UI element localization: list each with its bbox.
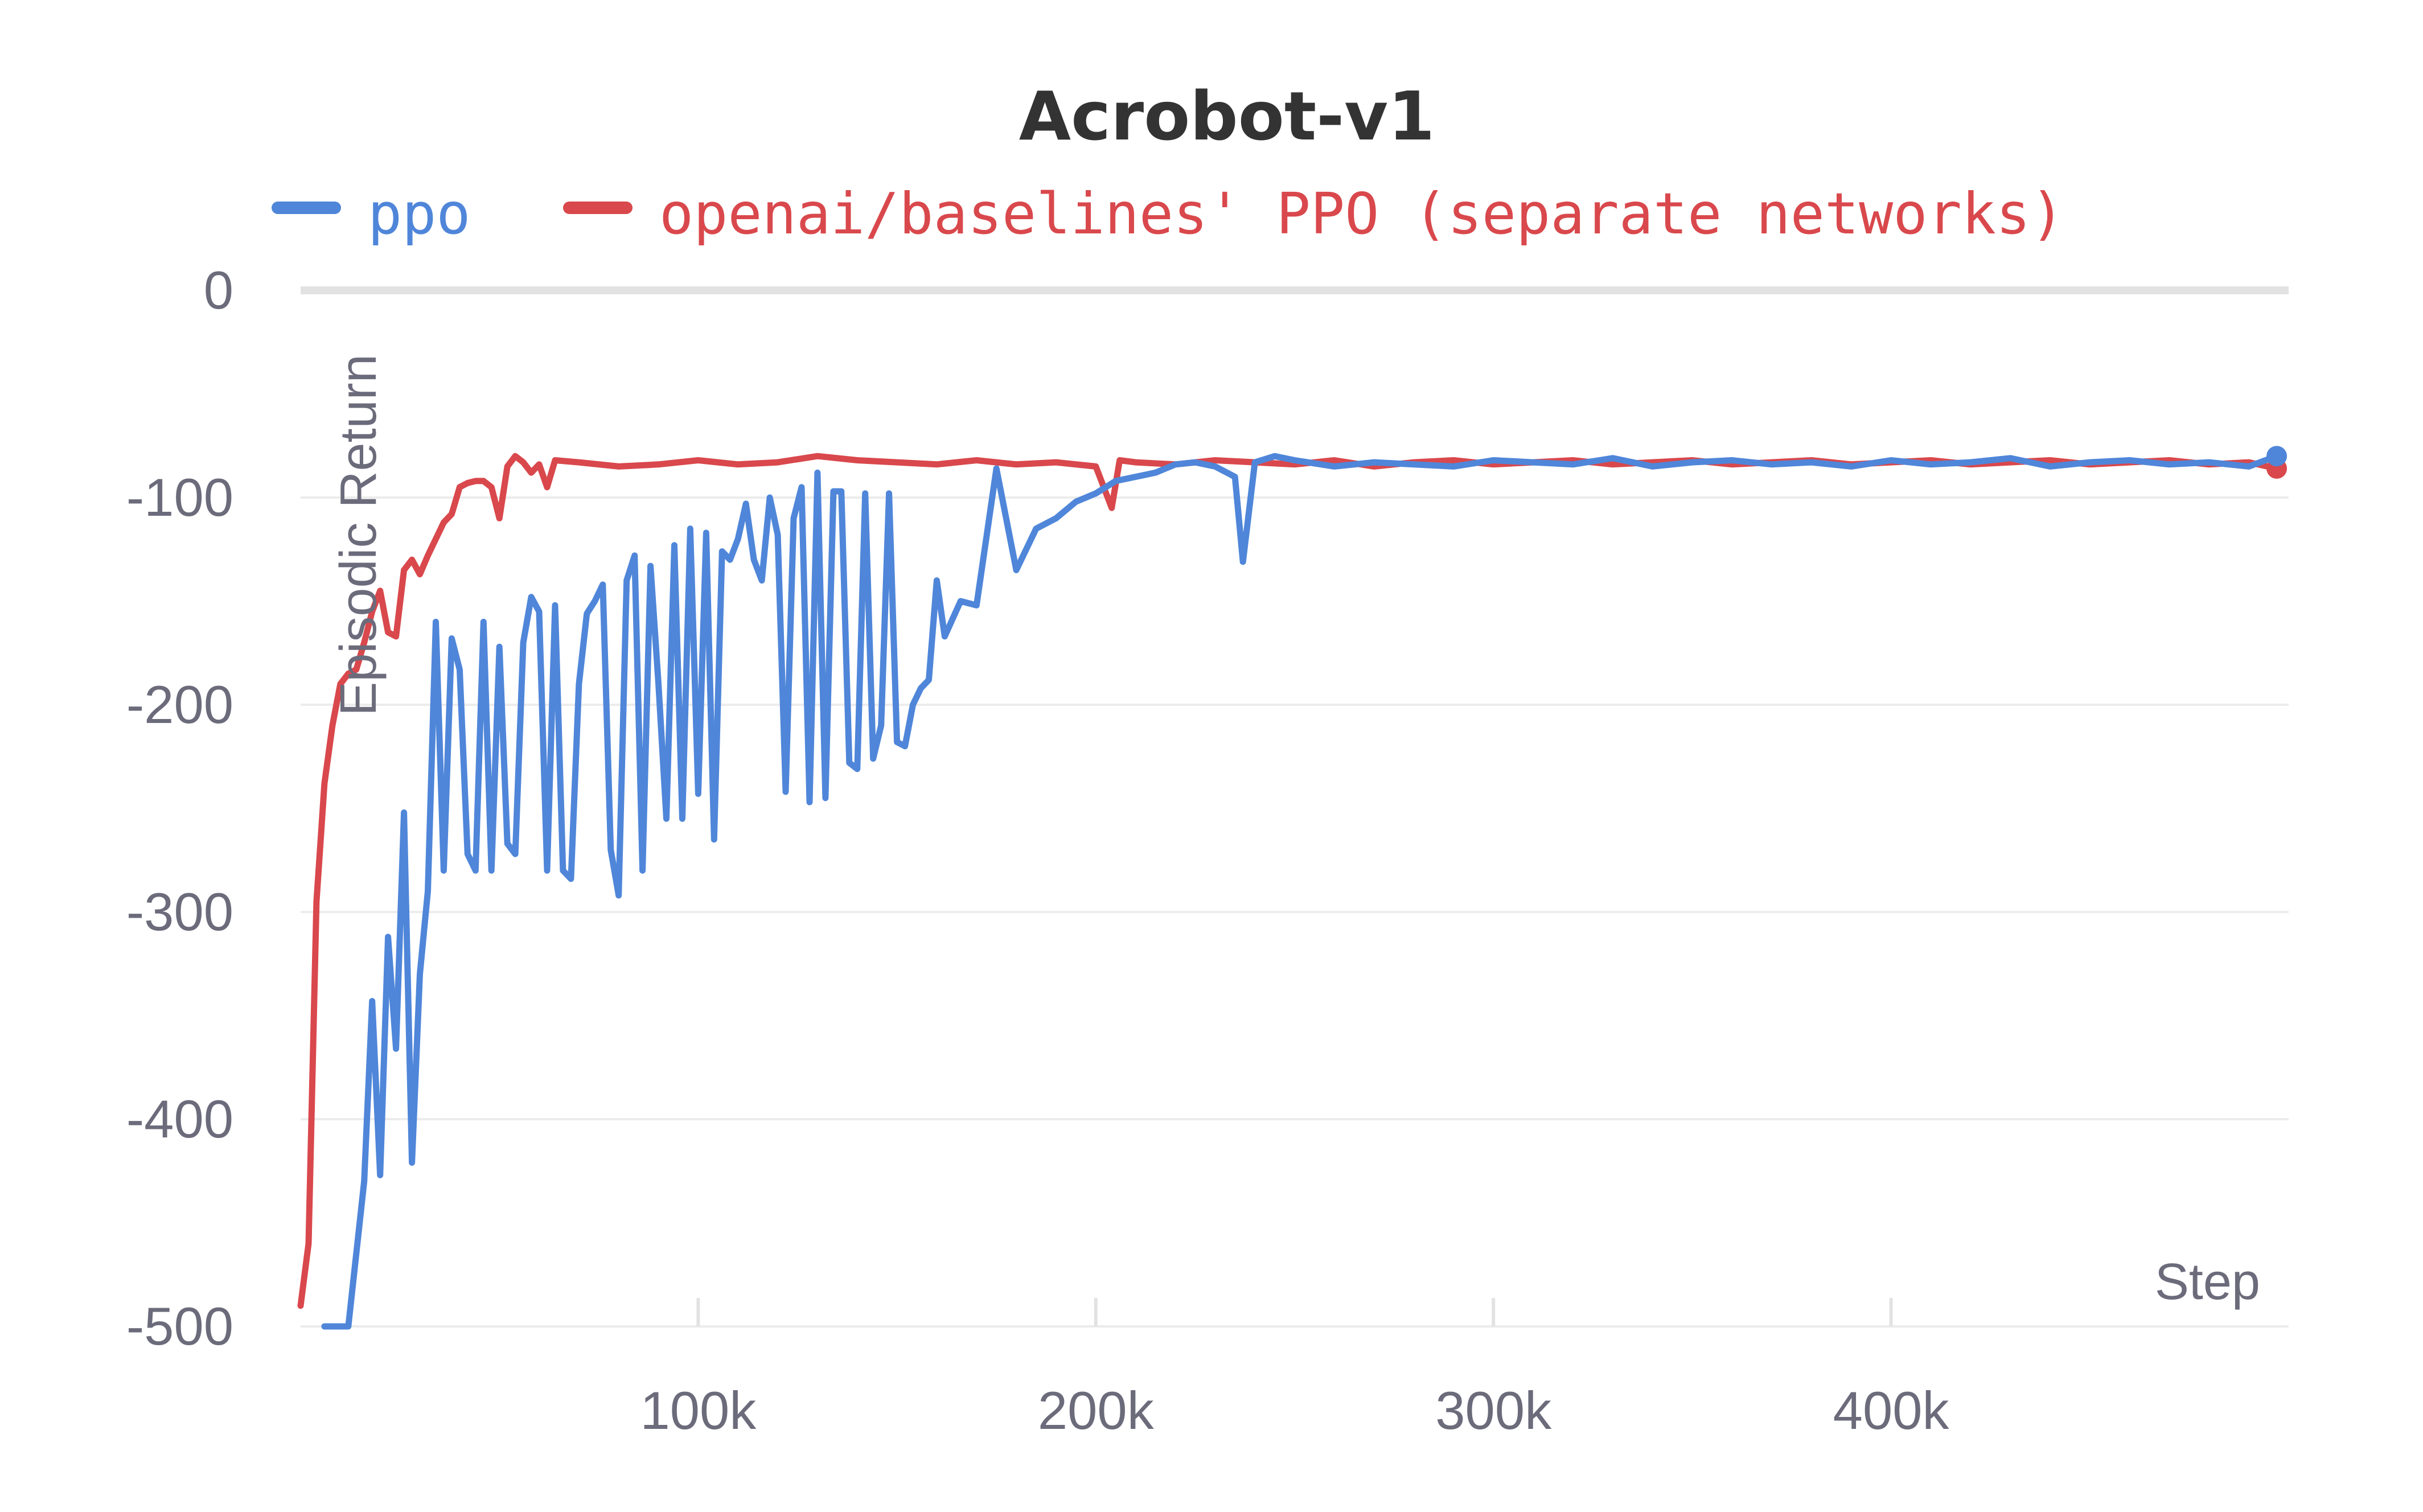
y-tick-label: 0 (204, 260, 233, 320)
legend-label-ppo: ppo (368, 180, 471, 247)
y-tick-label: -400 (126, 1089, 233, 1149)
series-line-baselines (297, 453, 2280, 1309)
y-tick-label: -500 (126, 1296, 233, 1356)
grid (301, 286, 2289, 1328)
series-end-point-ppo (2266, 446, 2288, 467)
series-line-ppo (321, 453, 2280, 1330)
y-axis: 0 -100 -200 -300 -400 -500 (126, 260, 233, 1356)
x-tick-label: 100k (640, 1380, 757, 1440)
x-axis: 100k 200k 300k 400k (640, 1298, 1950, 1440)
y-axis-label: Episodic Return (330, 354, 387, 716)
chart-title: Acrobot-v1 (1019, 77, 1435, 155)
y-tick-label: -300 (126, 882, 233, 942)
y-tick-label: -200 (126, 675, 233, 734)
legend-label-baselines: openai/baselines' PPO (separate networks… (659, 180, 2064, 247)
x-tick-label: 300k (1435, 1380, 1552, 1440)
y-tick-label: -100 (126, 467, 233, 527)
x-tick-label: 200k (1038, 1380, 1155, 1440)
x-tick-label: 400k (1833, 1380, 1950, 1440)
legend: ppo openai/baselines' PPO (separate netw… (272, 180, 2064, 247)
series-layer (297, 446, 2288, 1330)
x-axis-label: Step (2155, 1254, 2260, 1310)
